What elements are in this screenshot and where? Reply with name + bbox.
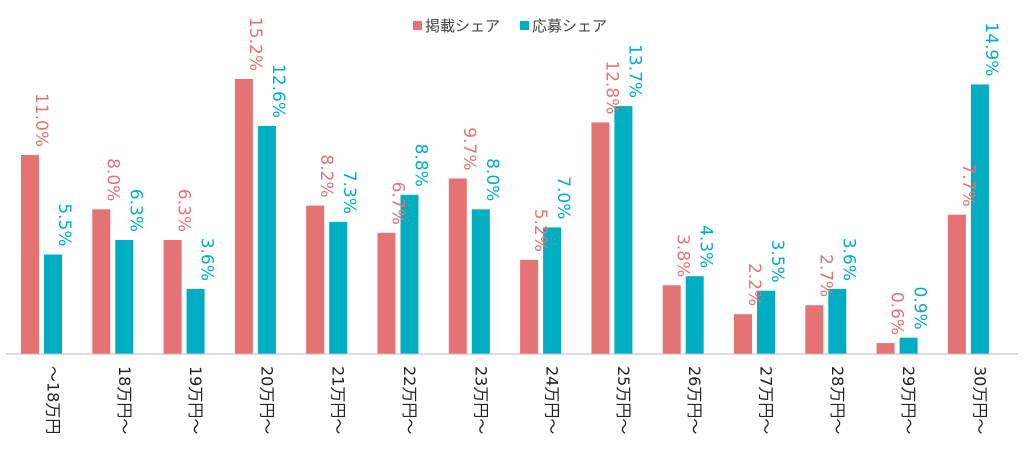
value-label-application-12: 0.9% bbox=[910, 286, 930, 329]
legend-label-application-share: 応募シェア bbox=[532, 17, 607, 35]
bar-posting-1 bbox=[92, 209, 111, 354]
value-label-application-7: 7.0% bbox=[553, 176, 573, 219]
value-label-application-9: 4.3% bbox=[696, 225, 716, 268]
value-label-posting-10: 2.2% bbox=[744, 263, 764, 306]
bar-application-0 bbox=[44, 254, 62, 354]
legend: 掲載シェア 応募シェア bbox=[413, 17, 607, 35]
category-label-0: ～18万円 bbox=[44, 366, 63, 434]
bar-posting-8 bbox=[591, 122, 610, 355]
bar-application-13 bbox=[970, 84, 989, 355]
bar-posting-4 bbox=[306, 205, 325, 354]
value-label-posting-8: 12.8% bbox=[601, 60, 621, 114]
category-label-6: 23万円～ bbox=[471, 366, 490, 434]
bar-posting-12 bbox=[876, 343, 895, 354]
bar-posting-13 bbox=[947, 214, 966, 354]
value-label-posting-7: 5.2% bbox=[530, 209, 550, 252]
value-label-posting-2: 6.3% bbox=[174, 189, 194, 232]
category-label-1: 18万円～ bbox=[115, 366, 134, 434]
value-label-posting-1: 8.0% bbox=[102, 158, 122, 201]
bar-application-6 bbox=[471, 209, 490, 354]
bar-application-11 bbox=[828, 288, 847, 354]
bar-posting-0 bbox=[21, 155, 39, 354]
bar-application-8 bbox=[614, 106, 633, 354]
bar-application-2 bbox=[186, 288, 205, 354]
value-label-posting-5: 6.7% bbox=[388, 182, 408, 225]
bar-posting-5 bbox=[377, 232, 396, 354]
category-label-5: 22万円～ bbox=[400, 366, 419, 434]
value-label-application-6: 8.0% bbox=[482, 158, 502, 201]
category-label-12: 29万円～ bbox=[899, 366, 918, 434]
category-label-7: 24万円～ bbox=[543, 366, 562, 434]
value-label-posting-13: 7.7% bbox=[958, 163, 978, 206]
value-label-application-2: 3.6% bbox=[197, 238, 217, 281]
bar-application-12 bbox=[899, 337, 918, 354]
bar-posting-9 bbox=[662, 285, 681, 355]
bar-posting-11 bbox=[805, 305, 824, 354]
category-label-8: 25万円～ bbox=[614, 366, 633, 434]
value-label-application-4: 7.3% bbox=[339, 171, 359, 214]
value-label-application-8: 13.7% bbox=[624, 44, 644, 98]
bar-application-10 bbox=[757, 290, 775, 354]
bar-application-4 bbox=[329, 221, 348, 354]
bar-posting-7 bbox=[520, 259, 539, 354]
category-label-2: 19万円～ bbox=[186, 366, 205, 434]
bar-posting-10 bbox=[734, 314, 752, 354]
category-label-3: 20万円～ bbox=[257, 366, 276, 434]
value-label-posting-9: 3.8% bbox=[673, 234, 693, 277]
category-label-10: 27万円～ bbox=[757, 366, 776, 434]
bar-application-1 bbox=[115, 240, 134, 354]
category-label-4: 21万円～ bbox=[329, 366, 348, 434]
value-label-application-0: 5.5% bbox=[54, 203, 74, 246]
value-label-posting-12: 0.6% bbox=[887, 292, 907, 335]
value-label-posting-11: 2.7% bbox=[815, 254, 835, 297]
value-label-application-11: 3.6% bbox=[838, 238, 858, 281]
value-label-application-5: 8.8% bbox=[411, 144, 431, 187]
value-label-application-3: 12.6% bbox=[268, 64, 288, 118]
bar-posting-6 bbox=[448, 178, 467, 354]
bar-application-5 bbox=[400, 194, 419, 354]
value-label-application-10: 3.5% bbox=[767, 239, 787, 282]
value-label-posting-0: 11.0% bbox=[31, 93, 51, 147]
legend-swatch-posting-share bbox=[413, 21, 422, 30]
legend-swatch-application-share bbox=[520, 21, 529, 30]
value-label-application-1: 6.3% bbox=[125, 189, 145, 232]
category-label-11: 28万円～ bbox=[828, 366, 847, 434]
category-label-13: 30万円～ bbox=[970, 366, 989, 434]
value-label-posting-4: 8.2% bbox=[316, 154, 336, 197]
value-label-application-13: 14.9% bbox=[981, 22, 1001, 76]
bar-application-9 bbox=[685, 276, 704, 354]
bar-application-3 bbox=[257, 126, 276, 354]
value-label-posting-6: 9.7% bbox=[459, 127, 479, 170]
category-label-9: 26万円～ bbox=[685, 366, 704, 434]
bar-posting-2 bbox=[163, 240, 182, 354]
bar-posting-3 bbox=[234, 79, 253, 354]
bar-application-7 bbox=[543, 227, 562, 354]
value-label-posting-3: 15.2% bbox=[245, 17, 265, 71]
legend-label-posting-share: 掲載シェア bbox=[425, 17, 500, 35]
